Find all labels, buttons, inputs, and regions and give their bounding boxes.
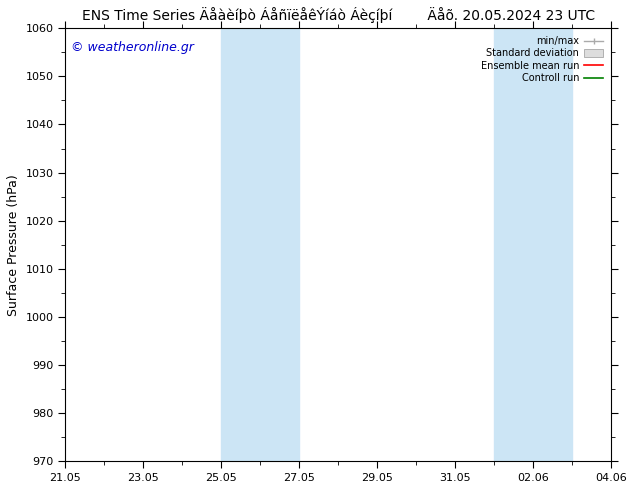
Bar	[495, 28, 573, 461]
Legend: min/max, Standard deviation, Ensemble mean run, Controll run: min/max, Standard deviation, Ensemble me…	[477, 33, 606, 86]
Text: © weatheronline.gr: © weatheronline.gr	[71, 41, 194, 54]
Bar	[221, 28, 299, 461]
Y-axis label: Surface Pressure (hPa): Surface Pressure (hPa)	[7, 174, 20, 316]
Title: ENS Time Series Äåàèíþò ÁåñïëåêÝíáò Áèçíþí        Äåõ. 20.05.2024 23 UTC: ENS Time Series Äåàèíþò ÁåñïëåêÝíáò Áèçí…	[82, 7, 595, 23]
